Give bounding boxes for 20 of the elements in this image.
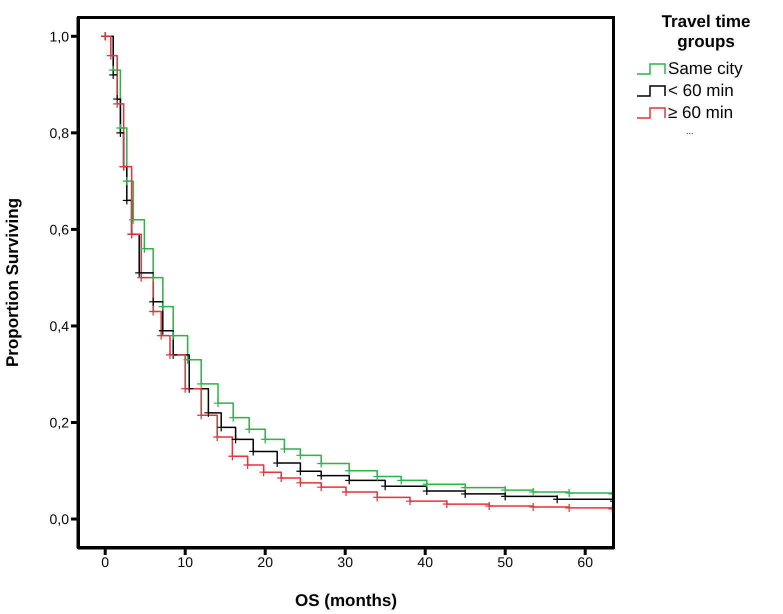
- x-tick-label: 20: [257, 554, 274, 570]
- legend-label: ≥ 60 min: [668, 103, 734, 123]
- y-tick-label: 0,4: [50, 318, 70, 334]
- x-tick-label: 40: [417, 554, 434, 570]
- legend-title: Travel time groups: [660, 12, 752, 52]
- y-tick-label: 0,8: [50, 124, 70, 141]
- y-tick-label: 0,2: [50, 414, 70, 430]
- x-tick-label: 30: [337, 554, 354, 570]
- y-tick-label: 1,0: [50, 28, 70, 44]
- x-tick-label: 60: [577, 554, 594, 570]
- text: ...: [686, 126, 695, 136]
- y-tick-label: 0,6: [50, 221, 70, 238]
- x-tick-label: 0: [101, 554, 110, 570]
- x-tick-label: 10: [177, 554, 194, 570]
- legend-label: Same city: [668, 59, 743, 79]
- x-tick-label: 50: [497, 554, 514, 570]
- legend-label: < 60 min: [668, 81, 734, 101]
- y-tick-label: 0,0: [50, 511, 70, 528]
- x-axis-title: OS (months): [295, 591, 397, 610]
- y-axis-title: Proportion Surviving: [3, 198, 22, 368]
